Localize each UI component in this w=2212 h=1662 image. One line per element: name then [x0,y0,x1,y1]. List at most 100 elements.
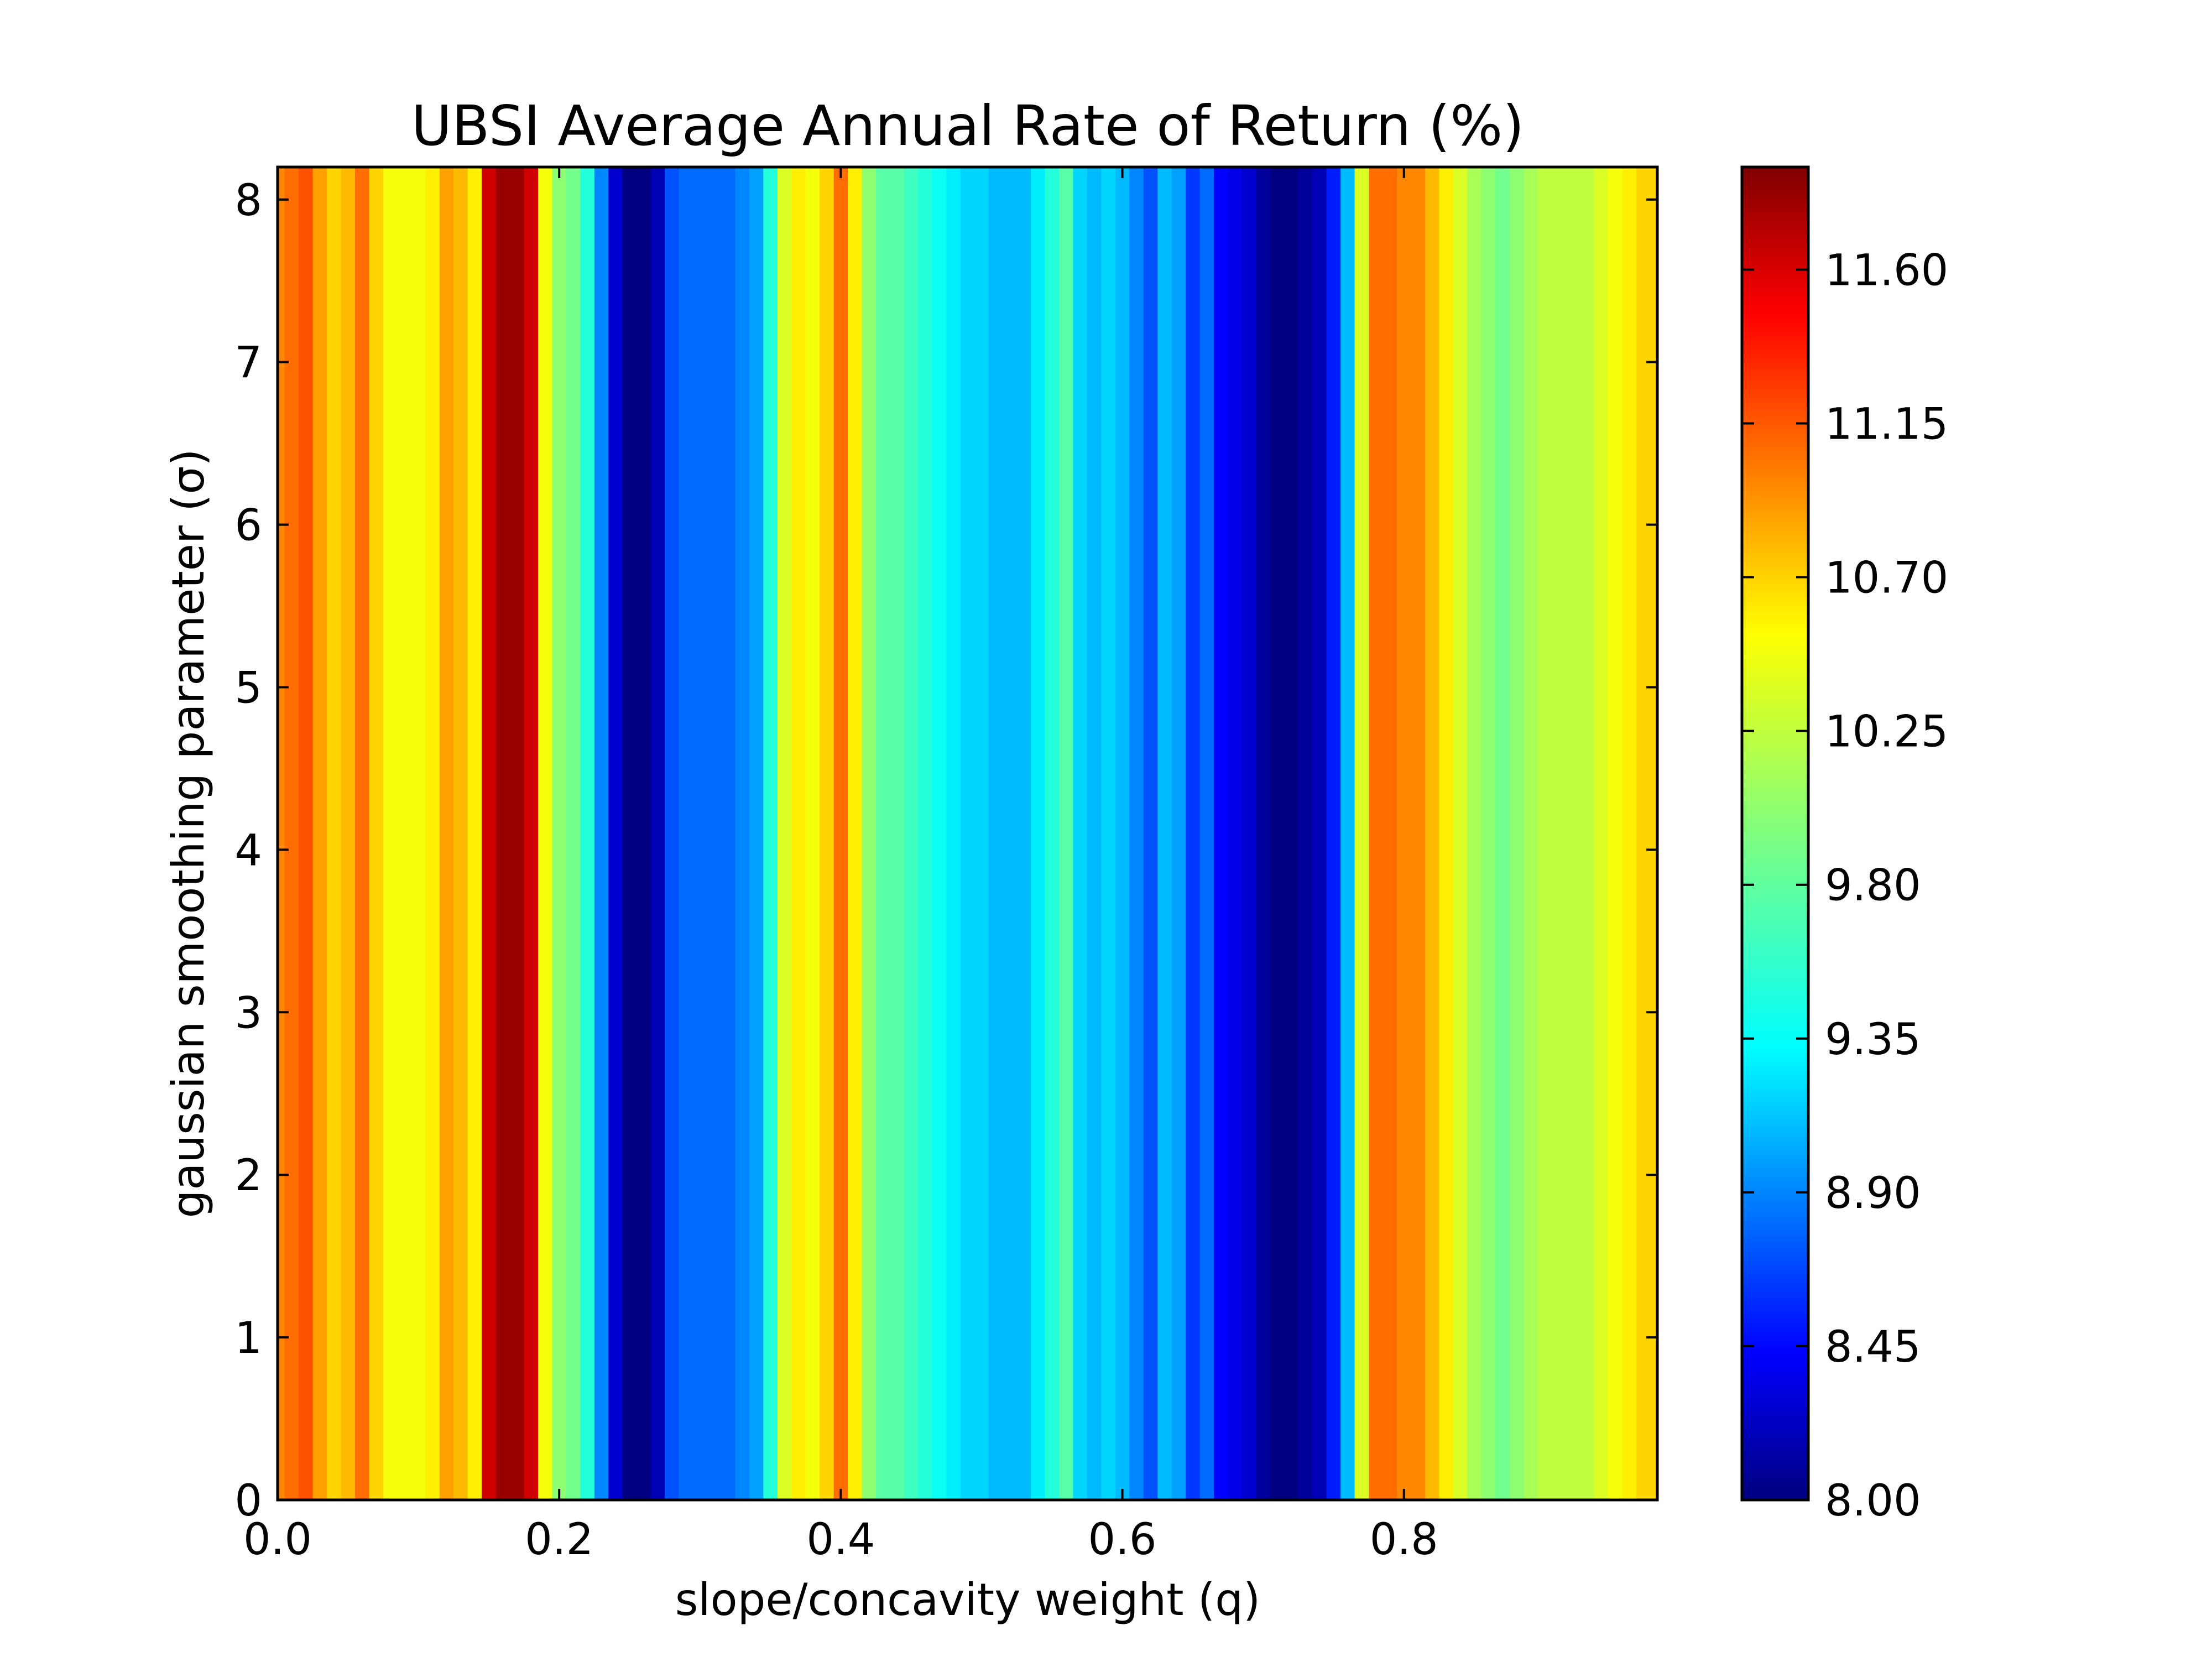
heatmap-cell [341,167,356,1500]
heatmap-cell [1636,167,1651,1500]
heatmap-cell [1622,167,1637,1500]
heatmap-cell [1650,167,1658,1500]
colorbar-tick-label: 8.00 [1825,1476,1921,1526]
heatmap-cell [1340,167,1355,1500]
heatmap-cell [1115,167,1130,1500]
x-axis-label: slope/concavity weight (q) [675,1574,1261,1625]
colorbar-tick-label: 10.70 [1825,554,1948,603]
heatmap-cell [1467,167,1482,1500]
heatmap-cell [1369,167,1384,1500]
heatmap-cell [1411,167,1426,1500]
heatmap-cell [1058,167,1074,1500]
heatmap-cell [820,167,834,1500]
colorbar-gradient [1740,165,1810,1502]
heatmap-cell [327,167,342,1500]
y-tick-label: 0 [234,1476,262,1526]
heatmap-cell [1453,167,1468,1500]
heatmap-cell [988,167,1003,1500]
heatmap-cell [524,167,539,1500]
heatmap-cell [1566,167,1580,1500]
heatmap-cell [1016,167,1031,1500]
heatmap-cell [1298,167,1313,1500]
x-tick-label: 0.4 [806,1515,875,1565]
heatmap-cell [1199,167,1214,1500]
heatmap-cell [1101,167,1116,1500]
heatmap-cell [1073,167,1088,1500]
heatmap-cell [749,167,764,1500]
heatmap-cell [1354,167,1369,1500]
chart-title: UBSI Average Annual Rate of Return (%) [411,93,1525,158]
heatmap-cell [904,167,919,1500]
heatmap-cell [1312,167,1327,1500]
heatmap-cell [284,167,299,1500]
heatmap-cell [1608,167,1623,1500]
heatmap-cell [637,167,651,1500]
heatmap-cell [1481,167,1496,1500]
heatmap-cell [439,167,455,1500]
heatmap-cell [1270,167,1285,1500]
heatmap-cell [1524,167,1538,1500]
colorbar-tick-label: 8.90 [1825,1169,1921,1218]
heatmap-cell [1552,167,1567,1500]
heatmap-cell [1256,167,1271,1500]
heatmap-cell [1157,167,1172,1500]
y-tick-label: 4 [234,826,262,876]
heatmap-cell [425,167,440,1500]
x-axis-ticks: 0.0 0.2 0.4 0.6 0.8 [243,167,1438,1565]
heatmap-cell [580,167,595,1500]
heatmap-cell [1579,167,1595,1500]
heatmap-cell [693,167,708,1500]
heatmap-cell [510,167,525,1500]
heatmap-cell [467,167,482,1500]
heatmap-cell [890,167,905,1500]
heatmap-cell [1509,167,1524,1500]
heatmap-cell [791,167,806,1500]
heatmap-cell [1241,167,1257,1500]
heatmap-cell [735,167,750,1500]
heatmap-cell [918,167,933,1500]
heatmap-cell [552,167,567,1500]
heatmap-cell [355,167,370,1500]
heatmap-cell [482,167,497,1500]
y-tick-label: 8 [234,176,262,226]
heatmap-cell [278,167,285,1500]
heatmap-cell [566,167,581,1500]
heatmap-cell [622,167,638,1500]
heatmap-cell [862,167,877,1500]
y-tick-label: 7 [234,338,262,388]
y-tick-label: 6 [234,501,262,551]
heatmap-cell [1087,167,1102,1500]
colorbar-tick-label: 9.80 [1825,861,1921,911]
colorbar-tick-label: 11.15 [1825,399,1948,449]
heatmap-cell [299,167,314,1500]
heatmap-cell [1031,167,1046,1500]
colorbar-tick-label: 8.45 [1825,1322,1921,1372]
x-tick-label: 0.2 [525,1515,593,1565]
heatmap-cell [650,167,665,1500]
heatmap-cell [833,167,848,1500]
heatmap-cell [777,167,792,1500]
heatmap-cell [763,167,778,1500]
heatmap-cell [805,167,820,1500]
heatmap-cell [932,167,947,1500]
heatmap-cell [960,167,975,1500]
heatmap-cell [1425,167,1440,1500]
heatmap-cell [679,167,693,1500]
colorbar-ticks: 8.00 8.45 8.90 9.35 9.80 10.25 10.70 11.15 11.60 [1742,246,1948,1526]
heatmap-cell [1284,167,1299,1500]
heatmap-cell [1228,167,1243,1500]
heatmap-cell [1003,167,1018,1500]
heatmap-cell [397,167,412,1500]
y-axis-ticks: 0 1 2 3 4 5 6 7 8 [234,176,1657,1526]
heatmap-cell [1045,167,1060,1500]
heatmap-cell [1214,167,1229,1500]
heatmap-cell [1397,167,1412,1500]
y-tick-label: 3 [234,988,262,1038]
heatmap-cell [1495,167,1510,1500]
y-tick-label: 2 [234,1151,262,1201]
colorbar-tick-label: 10.25 [1825,707,1948,757]
heatmap-cell [721,167,736,1500]
heatmap-cell [946,167,961,1500]
